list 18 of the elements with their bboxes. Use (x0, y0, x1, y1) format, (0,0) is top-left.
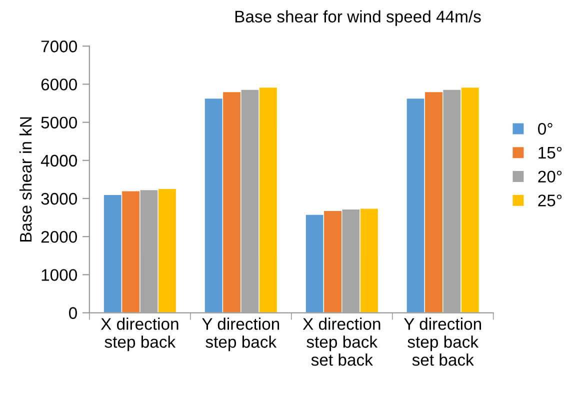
legend-label: 20° (538, 170, 562, 183)
y-tick-label: 0 (69, 307, 77, 319)
x-tick-label: X direction step back set back (302, 318, 380, 366)
y-tick-label: 7000 (41, 40, 77, 52)
y-tick-label: 6000 (41, 78, 77, 90)
y-tick-label: 1000 (42, 269, 77, 281)
y-axis-title: Base shear in kN (19, 117, 32, 242)
y-tick-label: 3000 (41, 192, 77, 205)
x-tick-label: X direction step back (100, 318, 178, 352)
chart-title: Base shear for wind speed 44m/s (235, 10, 481, 26)
y-tick-label: 2000 (41, 230, 77, 243)
x-tick-label: Y direction step back set back (404, 318, 481, 366)
y-tick-label: 5000 (41, 116, 77, 129)
legend-label: 25° (538, 194, 562, 206)
x-tick-label: Y direction step back (202, 318, 280, 352)
y-tick-label: 4000 (40, 154, 77, 167)
legend-label: 0° (538, 122, 552, 135)
legend-label: 15° (538, 146, 562, 159)
